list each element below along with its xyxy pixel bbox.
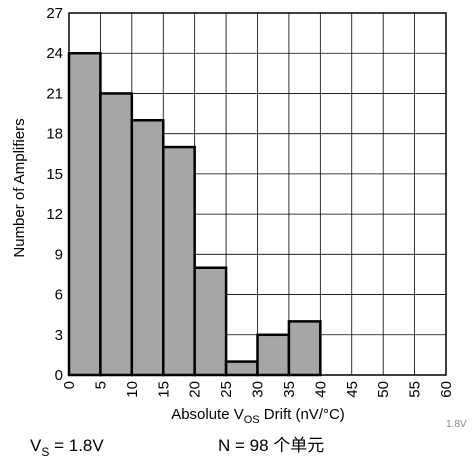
plot-frame <box>68 12 447 376</box>
y-axis-title: Number of Amplifiers <box>11 118 28 257</box>
y-tick-21: 21 <box>46 85 63 102</box>
x-tick-5: 5 <box>92 381 109 389</box>
bar-25-30 <box>224 360 259 377</box>
x-tick-25: 25 <box>218 381 235 398</box>
y-tick-12: 12 <box>46 206 63 223</box>
y-tick-3: 3 <box>55 327 63 344</box>
bar-10-15 <box>130 119 165 377</box>
x-tick-40: 40 <box>312 381 329 398</box>
bar-5-10 <box>99 92 134 377</box>
bar-30-35 <box>256 333 291 377</box>
y-tick-18: 18 <box>46 126 63 143</box>
x-tick-50: 50 <box>375 381 392 398</box>
bar-35-40 <box>287 320 322 377</box>
x-tick-0: 0 <box>61 381 78 389</box>
bar-15-20 <box>162 145 196 377</box>
y-tick-24: 24 <box>46 45 63 62</box>
bar-20-25 <box>193 266 228 377</box>
y-tick-6: 6 <box>55 287 63 304</box>
bars <box>67 51 322 377</box>
x-tick-55: 55 <box>407 381 424 398</box>
corner-mark: 1.8V <box>446 419 467 430</box>
x-axis-title: Absolute VOS Drift (nV/°C) <box>171 406 345 426</box>
x-tick-10: 10 <box>124 381 141 398</box>
x-tick-20: 20 <box>187 381 204 398</box>
y-tick-labels: 0 3 6 9 12 15 18 21 24 27 <box>46 5 63 384</box>
y-tick-9: 9 <box>55 246 63 263</box>
y-tick-0: 0 <box>55 367 63 384</box>
supply-voltage-note: VS = 1.8V <box>30 436 104 459</box>
x-tick-labels: 0 5 10 15 20 25 30 35 40 45 50 55 60 <box>61 381 455 398</box>
x-tick-15: 15 <box>155 381 172 398</box>
x-tick-30: 30 <box>250 381 267 398</box>
y-tick-27: 27 <box>46 5 63 22</box>
sample-count-note: N = 98 个单元 <box>218 436 324 455</box>
x-tick-60: 60 <box>438 381 455 398</box>
y-tick-15: 15 <box>46 166 63 183</box>
x-tick-35: 35 <box>281 381 298 398</box>
bar-0-5 <box>67 51 102 377</box>
x-tick-45: 45 <box>344 381 361 398</box>
